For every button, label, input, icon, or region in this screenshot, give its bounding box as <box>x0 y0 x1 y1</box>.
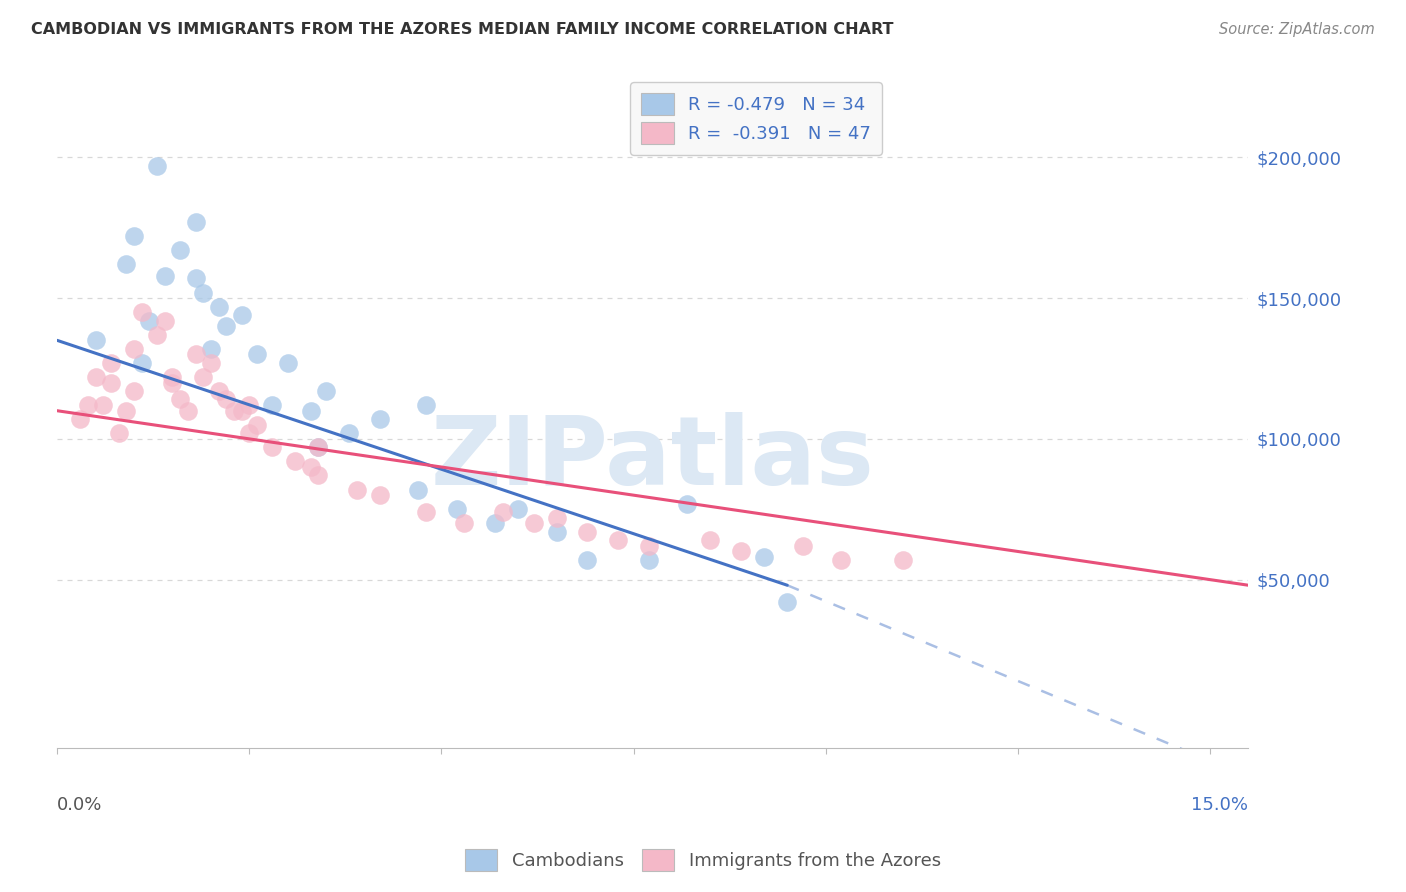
Point <box>368 412 391 426</box>
Point <box>337 426 360 441</box>
Point <box>222 403 245 417</box>
Point <box>184 215 207 229</box>
Point <box>523 516 546 531</box>
Point <box>131 356 153 370</box>
Point <box>546 510 568 524</box>
Point <box>453 516 475 531</box>
Point <box>638 539 661 553</box>
Point <box>207 384 229 398</box>
Point <box>308 440 330 454</box>
Point <box>676 497 699 511</box>
Point <box>215 319 238 334</box>
Point <box>368 488 391 502</box>
Point <box>200 356 222 370</box>
Point <box>231 403 253 417</box>
Point <box>162 370 184 384</box>
Point <box>576 524 599 539</box>
Point <box>776 595 799 609</box>
Point <box>277 356 299 370</box>
Point <box>162 376 184 390</box>
Point <box>508 502 530 516</box>
Point <box>576 553 599 567</box>
Text: Source: ZipAtlas.com: Source: ZipAtlas.com <box>1219 22 1375 37</box>
Point <box>730 544 752 558</box>
Point <box>238 426 260 441</box>
Point <box>200 342 222 356</box>
Point <box>699 533 721 548</box>
Point <box>315 384 337 398</box>
Point <box>146 159 169 173</box>
Point <box>492 505 515 519</box>
Point <box>308 468 330 483</box>
Point <box>77 398 100 412</box>
Point <box>830 553 852 567</box>
Point <box>193 285 215 300</box>
Point <box>308 440 330 454</box>
Point <box>169 392 191 407</box>
Text: CAMBODIAN VS IMMIGRANTS FROM THE AZORES MEDIAN FAMILY INCOME CORRELATION CHART: CAMBODIAN VS IMMIGRANTS FROM THE AZORES … <box>31 22 893 37</box>
Point <box>107 426 129 441</box>
Point <box>153 313 176 327</box>
Point <box>207 300 229 314</box>
Point <box>415 505 437 519</box>
Point <box>115 257 138 271</box>
Text: 0.0%: 0.0% <box>58 796 103 814</box>
Point <box>146 327 169 342</box>
Point <box>415 398 437 412</box>
Point <box>184 347 207 361</box>
Point <box>246 417 269 432</box>
Point <box>84 334 107 348</box>
Point <box>100 376 122 390</box>
Point <box>607 533 630 548</box>
Point <box>754 550 776 565</box>
Point <box>184 271 207 285</box>
Point <box>169 244 191 258</box>
Point <box>115 403 138 417</box>
Point <box>408 483 430 497</box>
Point <box>238 398 260 412</box>
Point <box>122 342 145 356</box>
Point <box>446 502 468 516</box>
Point <box>84 370 107 384</box>
Point <box>177 403 200 417</box>
Point <box>122 384 145 398</box>
Point <box>153 268 176 283</box>
Legend: Cambodians, Immigrants from the Azores: Cambodians, Immigrants from the Azores <box>458 842 948 879</box>
Text: 15.0%: 15.0% <box>1191 796 1249 814</box>
Point <box>299 403 322 417</box>
Point <box>262 398 284 412</box>
Point <box>231 308 253 322</box>
Point <box>891 553 914 567</box>
Point <box>193 370 215 384</box>
Point <box>299 460 322 475</box>
Text: ZIPatlas: ZIPatlas <box>430 411 875 505</box>
Point <box>262 440 284 454</box>
Point <box>122 229 145 244</box>
Point <box>69 412 91 426</box>
Point <box>91 398 114 412</box>
Point <box>284 454 307 468</box>
Point <box>131 305 153 319</box>
Point <box>346 483 368 497</box>
Point <box>546 524 568 539</box>
Point <box>100 356 122 370</box>
Point <box>246 347 269 361</box>
Point <box>215 392 238 407</box>
Point <box>138 313 160 327</box>
Point <box>484 516 506 531</box>
Point <box>638 553 661 567</box>
Point <box>792 539 814 553</box>
Legend: R = -0.479   N = 34, R =  -0.391   N = 47: R = -0.479 N = 34, R = -0.391 N = 47 <box>630 82 882 155</box>
